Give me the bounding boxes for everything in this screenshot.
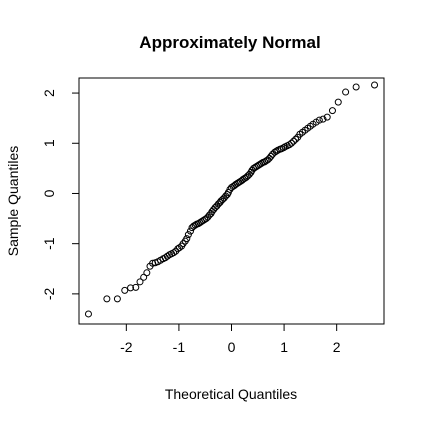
x-axis-label: Theoretical Quantiles (165, 386, 297, 402)
data-point (175, 244, 183, 252)
data-point (328, 107, 336, 115)
y-tick-label: 2 (41, 89, 57, 97)
data-point (186, 227, 194, 235)
chart-title: Approximately Normal (139, 33, 320, 52)
data-point (315, 116, 323, 124)
data-point (127, 284, 135, 292)
data-point (136, 278, 144, 286)
data-point (170, 249, 178, 257)
data-point (103, 295, 111, 303)
data-point (183, 235, 191, 243)
data-point (285, 141, 293, 149)
y-tick-label: 0 (41, 189, 57, 197)
data-point (371, 81, 379, 89)
x-tick-label: -2 (120, 339, 133, 355)
x-tick-label: 1 (280, 339, 288, 355)
y-axis: -2 -1 0 1 2 (41, 89, 79, 300)
data-point (342, 88, 350, 96)
x-tick-label: 2 (333, 339, 341, 355)
data-point (334, 98, 342, 106)
data-points (84, 81, 379, 318)
data-point (121, 286, 129, 294)
data-point (287, 139, 295, 147)
x-axis: -2 -1 0 1 2 (120, 324, 341, 355)
data-point (280, 144, 288, 152)
data-point (143, 269, 151, 277)
data-point (84, 310, 92, 318)
data-point (319, 115, 327, 123)
data-point (113, 295, 121, 303)
data-point (132, 283, 140, 291)
y-tick-label: -2 (41, 287, 57, 300)
data-point (140, 273, 148, 281)
x-tick-label: 0 (228, 339, 236, 355)
data-point (184, 231, 192, 239)
data-point (323, 113, 331, 121)
y-axis-label: Sample Quantiles (5, 146, 21, 257)
y-tick-label: 1 (41, 139, 57, 147)
data-point (352, 83, 360, 91)
x-tick-label: -1 (173, 339, 186, 355)
data-point (290, 137, 298, 145)
data-point (267, 152, 275, 160)
data-point (292, 135, 300, 143)
y-tick-label: -1 (41, 237, 57, 250)
